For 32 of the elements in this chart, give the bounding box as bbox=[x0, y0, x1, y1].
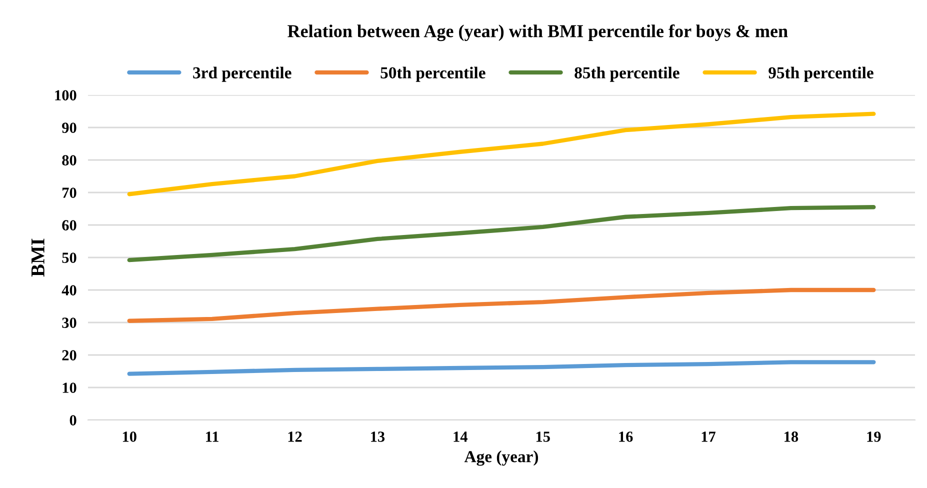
y-tick-label: 10 bbox=[62, 382, 76, 393]
x-tick-label: 15 bbox=[536, 432, 550, 442]
y-tick-label: 20 bbox=[62, 350, 76, 360]
x-tick-label: 11 bbox=[206, 432, 218, 442]
line-series bbox=[127, 205, 876, 262]
y-tick-label: 40 bbox=[62, 285, 76, 296]
y-tick-label: 0 bbox=[70, 415, 76, 426]
y-tick-label: 30 bbox=[62, 318, 76, 328]
line-series bbox=[127, 112, 876, 196]
x-tick-label: 16 bbox=[619, 432, 633, 442]
legend-label: 85th percentile bbox=[574, 66, 680, 82]
legend-label: 95th percentile bbox=[768, 66, 874, 82]
x-tick-label: 13 bbox=[371, 432, 385, 442]
y-tick-label: 100 bbox=[55, 90, 76, 100]
y-tick-label: 50 bbox=[62, 252, 76, 263]
y-axis-title: BMI bbox=[32, 238, 44, 277]
line-series bbox=[127, 360, 876, 376]
x-tick-label: 17 bbox=[702, 432, 716, 442]
x-tick-label: 19 bbox=[867, 432, 881, 442]
x-tick-label: 14 bbox=[454, 432, 468, 442]
y-tick-label: 80 bbox=[62, 155, 76, 166]
legend-label: 50th percentile bbox=[380, 66, 486, 82]
line-series bbox=[127, 288, 876, 323]
x-tick-label: 10 bbox=[122, 432, 136, 442]
y-tick-label: 60 bbox=[62, 220, 76, 230]
legend-label: 3rd percentile bbox=[193, 66, 292, 82]
y-tick-label: 70 bbox=[62, 188, 76, 198]
x-tick-label: 18 bbox=[784, 432, 798, 442]
y-tick-label: 90 bbox=[62, 122, 76, 133]
x-tick-label: 12 bbox=[288, 432, 302, 442]
x-axis-title: Age (year) bbox=[464, 450, 538, 466]
chart-title: Relation between Age (year) with BMI percentile for boys & men bbox=[288, 24, 788, 42]
